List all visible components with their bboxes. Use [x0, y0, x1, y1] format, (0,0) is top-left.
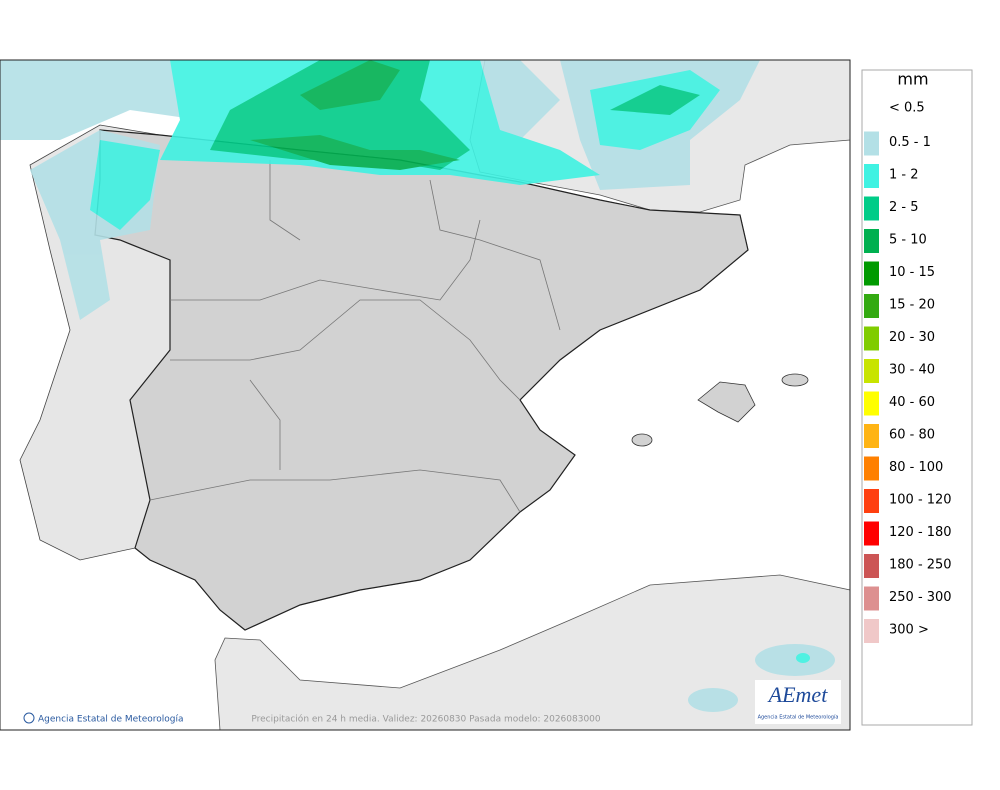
legend-label: 15 - 20 — [889, 298, 935, 313]
legend-swatch — [864, 294, 879, 318]
balearics — [631, 373, 809, 447]
legend: mm < 0.5 0.5 - 1 1 - 2 2 - 5 5 - 10 10 - 15 15… — [861, 69, 973, 726]
legend-swatch — [864, 521, 879, 546]
precipitation — [0, 60, 835, 712]
logo-name: AEmet — [767, 682, 829, 707]
legend-label: 30 - 40 — [889, 363, 935, 378]
legend-label: 5 - 10 — [889, 233, 927, 248]
legend-label: 120 - 180 — [889, 525, 952, 540]
legend-swatch — [864, 391, 879, 416]
caption: Precipitación en 24 h media. Validez: 20… — [251, 714, 601, 725]
legend-swatch — [864, 489, 879, 513]
logo: AEmet Agencia Estatal de Meteorología — [755, 680, 841, 724]
legend-label: 80 - 100 — [889, 460, 943, 475]
legend-label: 20 - 30 — [889, 330, 935, 345]
legend-label: 300 > — [889, 623, 929, 638]
legend-label: 60 - 80 — [889, 428, 935, 443]
legend-box — [861, 69, 973, 726]
legend-swatch — [864, 131, 879, 156]
spain — [94, 129, 749, 631]
map: Agencia Estatal de Meteorología Precipit… — [0, 59, 851, 731]
region-borders — [149, 160, 561, 513]
legend-label: 180 - 250 — [889, 558, 952, 573]
legend-label: < 0.5 — [889, 101, 925, 116]
legend-label: 250 - 300 — [889, 590, 952, 605]
legend-swatch — [864, 456, 879, 481]
legend-swatch — [864, 326, 879, 351]
legend-label: 2 - 5 — [889, 200, 919, 215]
copyright-icon — [23, 712, 35, 724]
legend-swatch — [864, 229, 879, 253]
legend-swatch — [864, 164, 879, 188]
legend-title: mm — [897, 70, 928, 89]
credit: Agencia Estatal de Meteorología — [38, 715, 184, 725]
logo-subtitle: Agencia Estatal de Meteorología — [758, 714, 839, 721]
legend-swatch — [864, 424, 879, 448]
legend-swatch — [864, 196, 879, 221]
legend-label: 100 - 120 — [889, 493, 952, 508]
africa — [0, 574, 851, 731]
legend-swatch — [864, 586, 879, 611]
legend-swatch — [864, 359, 879, 383]
legend-swatch — [864, 619, 879, 643]
legend-label: 40 - 60 — [889, 395, 935, 410]
legend-swatch — [864, 554, 879, 578]
logo-box — [755, 680, 841, 724]
legend-label: 0.5 - 1 — [889, 135, 931, 150]
legend-label: 1 - 2 — [889, 168, 919, 183]
legend-swatch — [864, 261, 879, 286]
map-frame — [0, 59, 851, 731]
legend-label: 10 - 15 — [889, 265, 935, 280]
